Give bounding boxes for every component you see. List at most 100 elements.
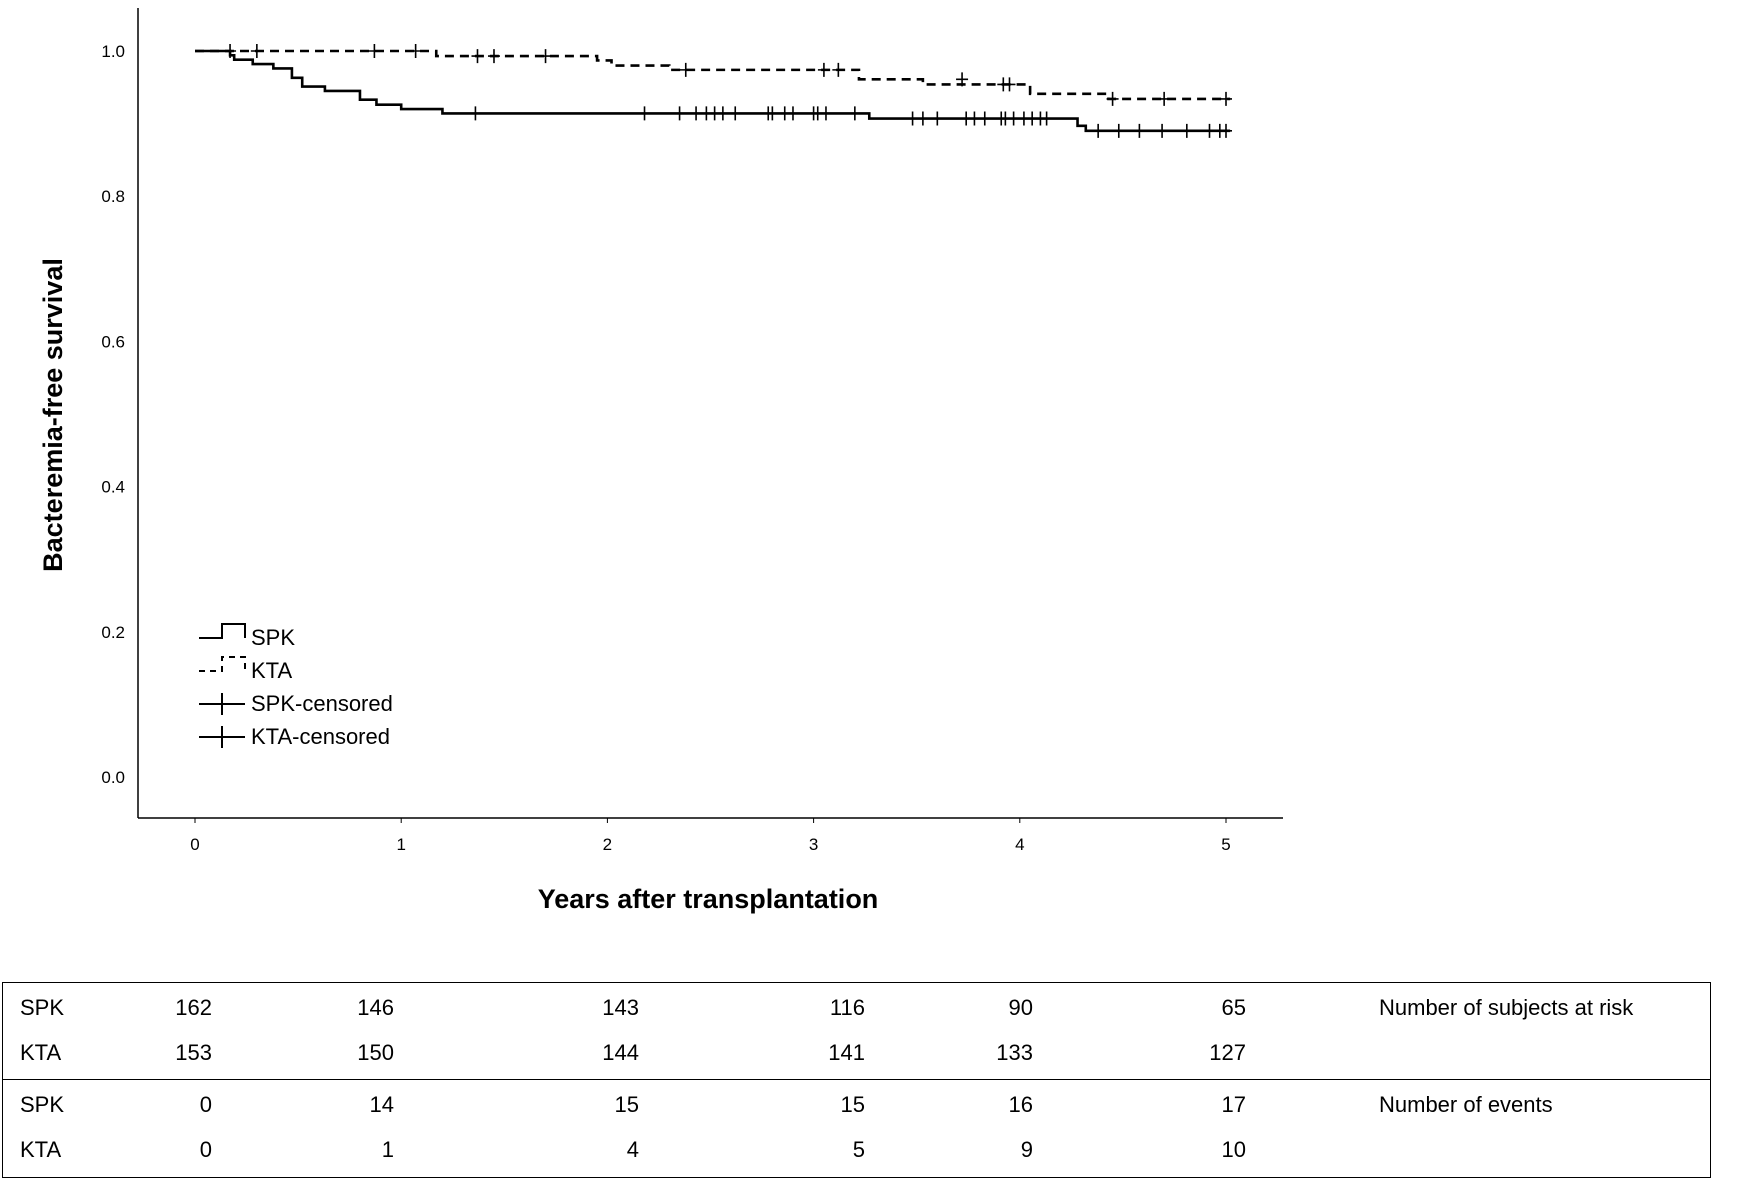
table-cell: 14 [369,1092,394,1117]
table-cell: 116 [829,995,865,1020]
spk-censor-mark [469,106,482,121]
kta-censor-mark [224,44,237,58]
table-cell: 4 [626,1137,639,1162]
table-cell: 15 [840,1092,865,1117]
table-cell: 133 [996,1040,1033,1065]
y-tick-label: 1.0 [101,42,125,61]
table-cell: 153 [175,1040,212,1065]
y-ticks: 0.0 0.2 0.4 0.6 0.8 1.0 [101,42,125,787]
spk-censor-mark [1112,123,1125,138]
y-axis-title: Bacteremia-free survival [38,258,68,572]
x-tick-label: 0 [190,835,199,854]
kta-censor-mark [471,49,484,64]
x-tick-label: 4 [1015,835,1024,854]
spk-censor-mark [1133,123,1146,138]
kta-censor-mark [1158,91,1171,106]
kta-censor-mark [409,44,422,58]
spk-censor-mark [1007,111,1020,126]
kta-censor-mark [832,62,845,77]
x-tick-label: 3 [809,835,818,854]
y-tick-label: 0.4 [101,478,125,497]
legend-item: SPK-censored [199,691,393,716]
legend: SPK KTA SPK-censored KTA-censored [199,623,393,749]
group-description: Number of subjects at risk [1379,995,1634,1020]
kta-survival-curve [195,49,1231,101]
kta-censor-mark [250,44,263,58]
x-tick-label: 5 [1221,835,1230,854]
table-cell: 10 [1221,1137,1246,1162]
kta-censor-mark [1003,77,1016,92]
spk-censor-mark [916,111,929,126]
table-row: KTA 0 1 4 5 9 10 [3,1127,1710,1171]
spk-censor-mark [638,106,651,121]
kta-censor-mark [1106,91,1119,106]
spk-censor-mark [906,111,919,126]
kta-censor-mark [539,49,552,64]
legend-label: KTA-censored [251,724,390,749]
spk-censor-mark [1203,123,1216,138]
legend-dashed-swatch [199,656,246,672]
legend-item: KTA [199,656,292,683]
kta-censor-mark [1220,91,1232,106]
legend-label: KTA [251,658,292,683]
kta-censor-mark [817,62,830,77]
row-name: KTA [20,1137,62,1162]
table-cell: 9 [1020,1137,1033,1162]
table-cell: 65 [1221,995,1246,1020]
table-row: KTA 153 150 144 141 133 127 [3,1030,1710,1074]
spk-censor-mark [968,111,981,126]
spk-censor-mark [1220,123,1232,138]
row-name: SPK [20,1092,65,1117]
x-axis-title: Years after transplantation [538,884,879,914]
row-name: KTA [20,1040,62,1065]
table-cell: 141 [828,1040,865,1065]
table-cell: 17 [1221,1092,1246,1117]
spk-censor-mark [1156,123,1169,138]
table-cell: 143 [602,995,639,1020]
legend-censor-swatch [199,693,245,715]
table-cell: 150 [357,1040,394,1065]
series-layer [195,44,1232,138]
y-tick-label: 0.8 [101,187,125,206]
table-cell: 162 [175,995,212,1020]
table-cell: 146 [357,995,394,1020]
x-ticks: 0 1 2 3 4 5 [190,818,1231,854]
spk-censor-mark [786,106,799,121]
table-cell: 90 [1008,995,1033,1020]
table-cell: 16 [1008,1092,1033,1117]
table-cell: 0 [199,1137,212,1162]
table-cell: 5 [852,1137,865,1162]
y-tick-label: 0.2 [101,623,125,642]
spk-censor-mark [690,106,703,121]
table-cell: 144 [602,1040,639,1065]
y-tick-label: 0.6 [101,332,125,351]
legend-censor-swatch [199,726,245,748]
legend-label: SPK [251,625,295,650]
spk-censor-mark [819,106,832,121]
x-tick-label: 2 [603,835,612,854]
table-cell: 127 [1209,1040,1246,1065]
spk-censor-mark [716,106,729,121]
km-chart: 0.0 0.2 0.4 0.6 0.8 1.0 0 1 2 3 4 5 SPK KTA SPK-cens… [38,8,1283,914]
table-cell: 1 [381,1137,394,1162]
spk-censor-mark [1040,111,1053,126]
kta-censor-mark [487,49,500,64]
spk-survival-curve [195,49,1231,133]
table-cell: 15 [614,1092,639,1117]
spk-censor-mark [673,106,686,121]
row-name: SPK [20,995,65,1020]
spk-censor-mark [978,111,991,126]
kta-censor-mark [679,62,692,77]
risk-table: SPK 162 146 143 116 90 65 Number of subjects at… [2,982,1711,1178]
spk-censor-mark [931,111,944,126]
kta-censor-mark [368,44,381,58]
legend-item: KTA-censored [199,724,390,749]
table-divider [3,1079,1710,1080]
y-tick-label: 0.0 [101,768,125,787]
table-row: SPK 162 146 143 116 90 65 Number of subjects at… [3,985,1710,1029]
spk-censor-mark [1092,123,1105,138]
spk-censor-mark [729,106,742,121]
group-description: Number of events [1379,1092,1553,1117]
legend-label: SPK-censored [251,691,393,716]
table-cell: 0 [199,1092,212,1117]
